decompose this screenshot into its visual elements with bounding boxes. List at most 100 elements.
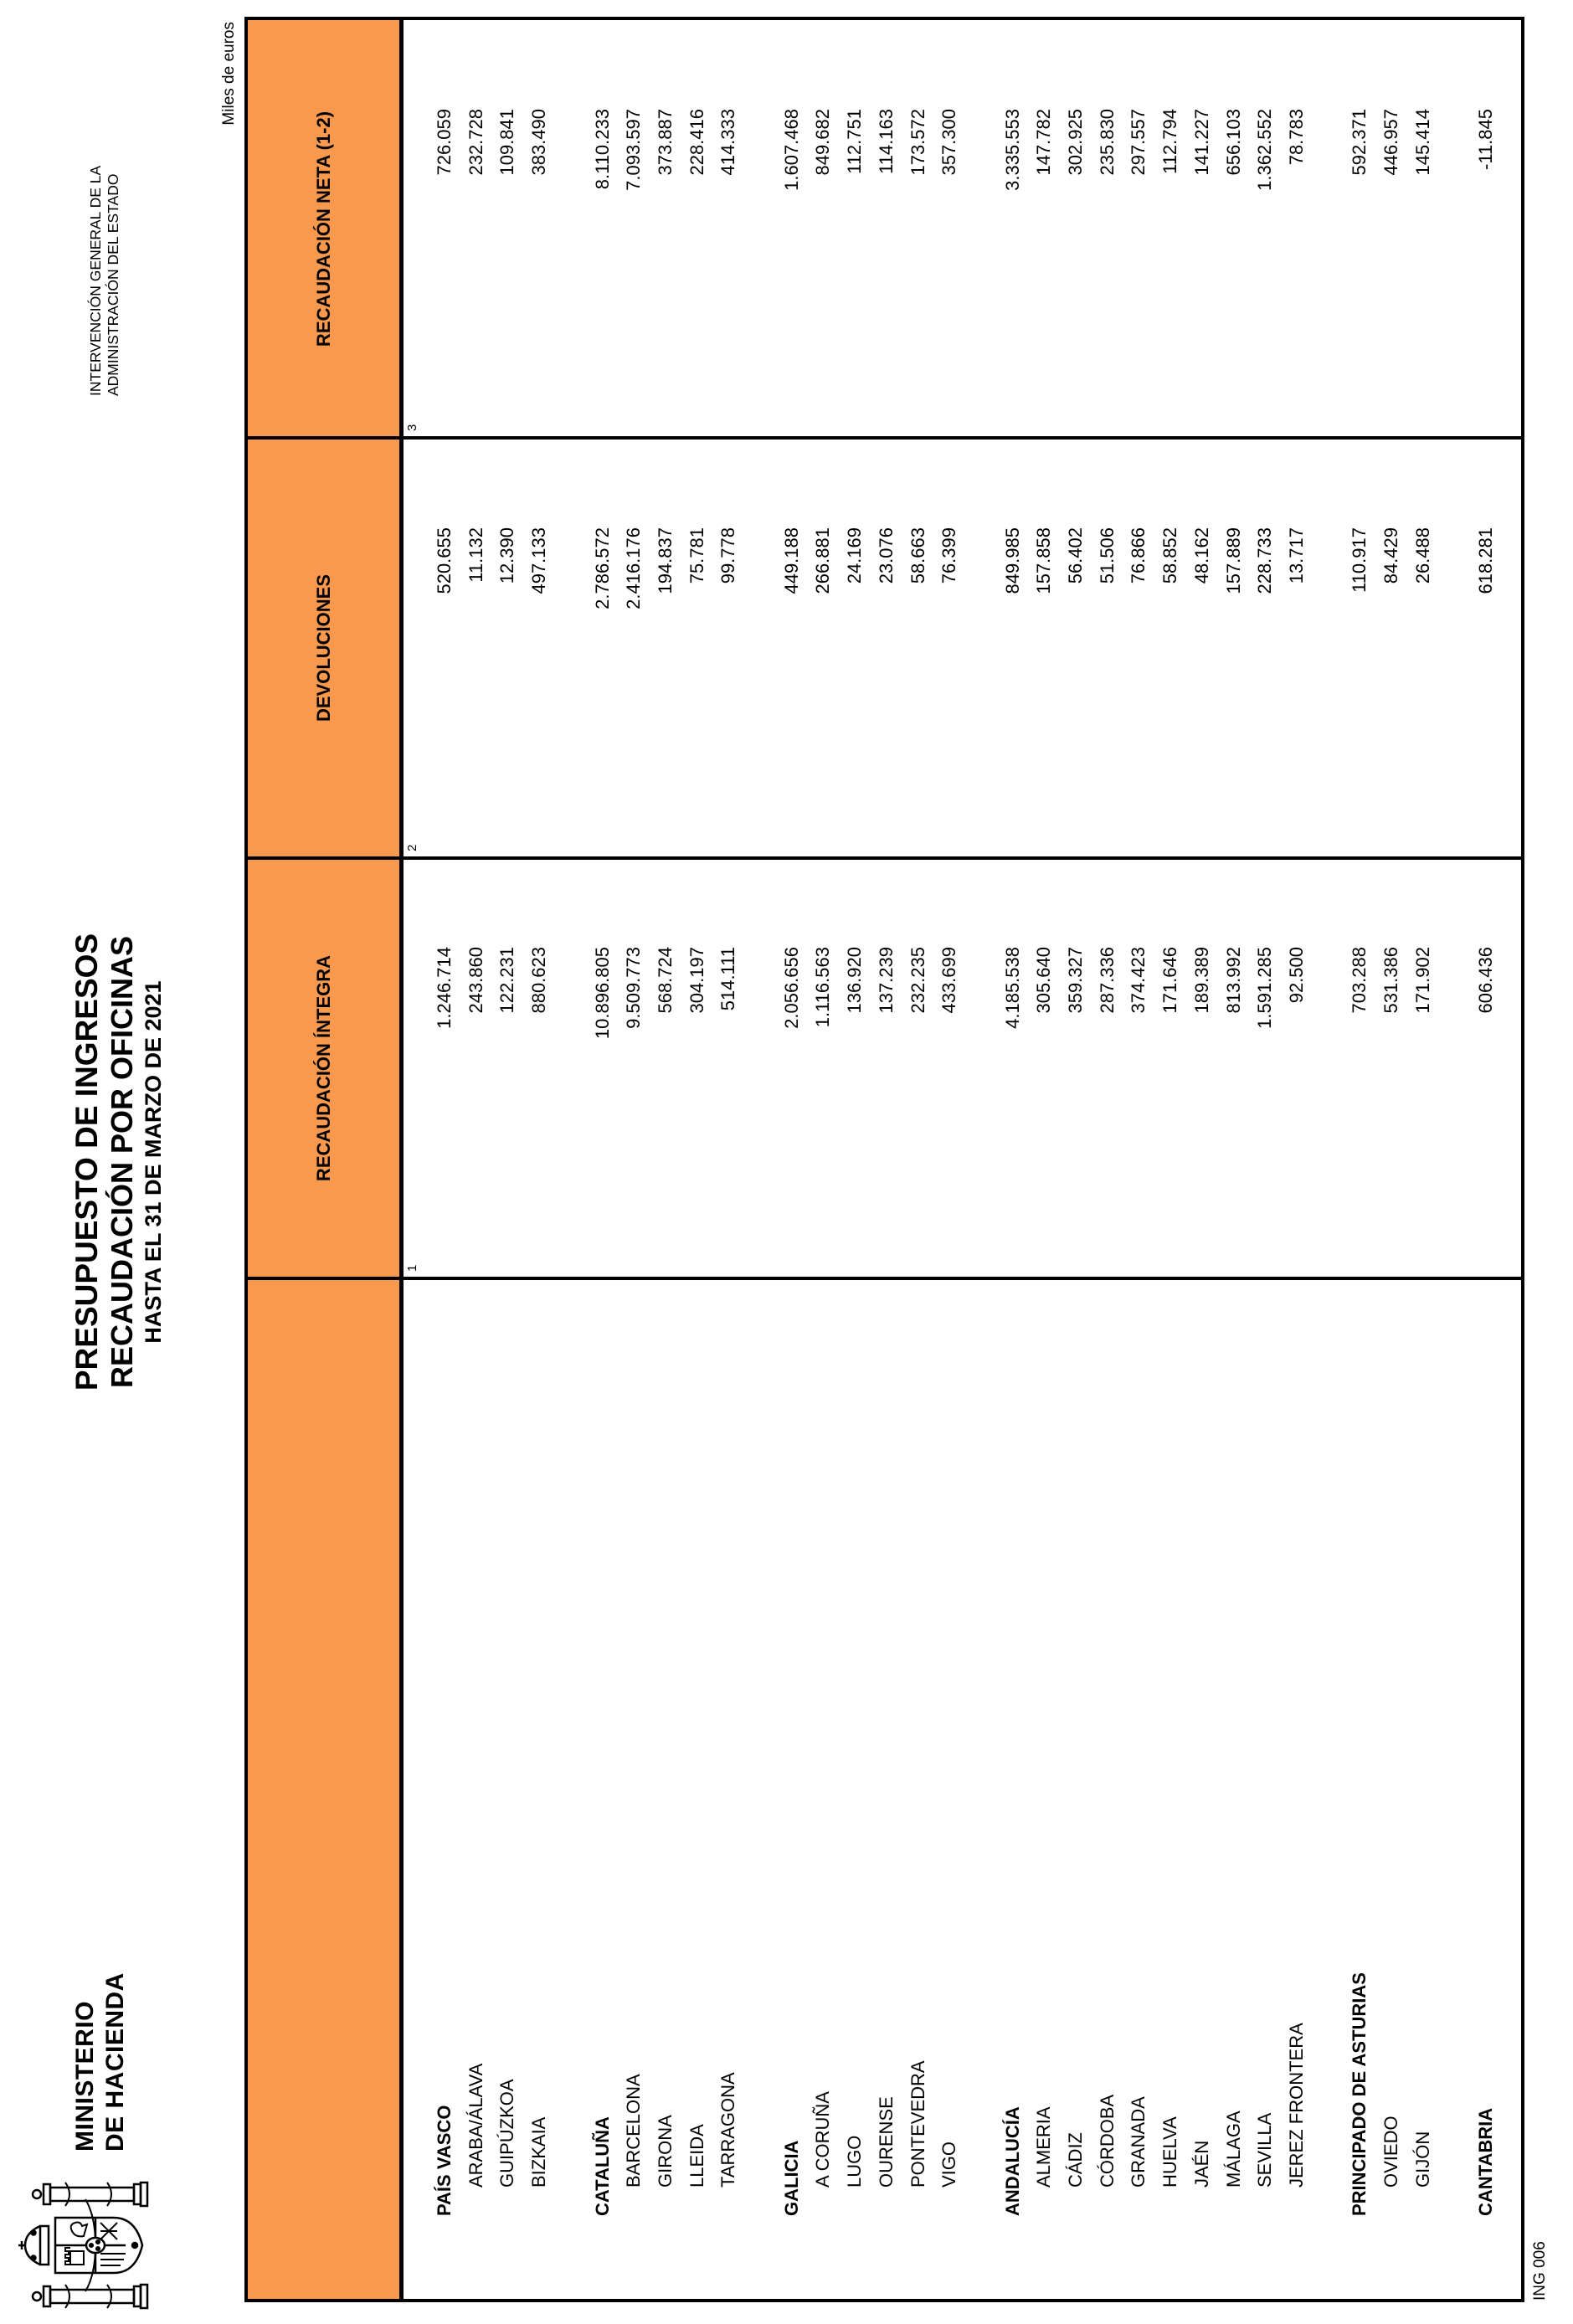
table-row: GRANADA 374.423 76.866 297.557 xyxy=(1123,20,1154,2299)
office-name-cell: OVIEDO xyxy=(1380,2116,1401,2188)
integra-cell: 374.423 xyxy=(1128,947,1149,1014)
integra-cell: 122.231 xyxy=(496,947,518,1014)
integra-cell: 1.246.714 xyxy=(434,947,455,1029)
form-code: ING 006 xyxy=(1531,2241,1549,2301)
ministry-line2: DE HACIENDA xyxy=(101,1972,129,2152)
neta-cell: 446.957 xyxy=(1380,109,1401,176)
integra-cell: 703.288 xyxy=(1349,947,1370,1014)
table-row: ANDALUCÍA 4.185.538 849.985 3.335.553 xyxy=(997,20,1029,2299)
devoluciones-cell: 2.416.176 xyxy=(623,527,645,609)
neta-cell: 3.335.553 xyxy=(1001,109,1023,191)
office-name-cell: PONTEVEDRA xyxy=(907,2060,928,2188)
title-line1: PRESUPUESTO DE INGRESOS xyxy=(69,933,104,1391)
office-name-cell: JEREZ FRONTERA xyxy=(1285,2023,1307,2188)
neta-cell: 414.333 xyxy=(717,109,739,176)
office-name-cell: GIJÓN xyxy=(1411,2131,1433,2188)
table-row: GIRONA 568.724 194.837 373.887 xyxy=(650,20,681,2299)
devoluciones-cell: 2.786.572 xyxy=(591,527,613,609)
neta-cell: 8.110.233 xyxy=(591,109,613,190)
devoluciones-cell: 11.132 xyxy=(465,527,486,583)
neta-cell: 112.751 xyxy=(844,109,866,174)
office-name-cell: MÁLAGA xyxy=(1222,2111,1244,2188)
table-row: JAÉN 189.389 48.162 141.227 xyxy=(1186,20,1218,2299)
office-name-cell: ARABA/ÁLAVA xyxy=(465,2063,486,2188)
column-header-recaudacion-integra: RECAUDACIÓN ÍNTEGRA xyxy=(313,954,334,1182)
neta-cell: 235.830 xyxy=(1096,109,1118,176)
neta-cell: 109.841 xyxy=(496,109,518,176)
neta-cell: 147.782 xyxy=(1033,109,1055,176)
office-name-cell: LUGO xyxy=(844,2135,866,2188)
devoluciones-cell: 24.169 xyxy=(844,527,866,584)
devoluciones-cell: 84.429 xyxy=(1380,527,1401,584)
integra-cell: 514.111 xyxy=(717,947,739,1011)
neta-cell: 357.300 xyxy=(938,109,960,176)
devoluciones-cell: 194.837 xyxy=(654,527,676,594)
office-name-cell: LLEIDA xyxy=(686,2124,707,2188)
office-name-cell: BIZKAIA xyxy=(528,2116,550,2188)
table-row: BARCELONA 9.509.773 2.416.176 7.093.597 xyxy=(618,20,650,2299)
table-header-band: RECAUDACIÓN ÍNTEGRA DEVOLUCIONES RECAUDA… xyxy=(248,20,404,2299)
integra-cell: 433.699 xyxy=(938,947,960,1014)
office-name-cell: GRANADA xyxy=(1128,2096,1149,2188)
issuing-agency: INTERVENCIÓN GENERAL DE LA ADMINISTRACIÓ… xyxy=(87,166,122,396)
table-row: MÁLAGA 813.992 157.889 656.103 xyxy=(1218,20,1250,2299)
integra-cell: 568.724 xyxy=(654,947,676,1014)
devoluciones-cell: 76.399 xyxy=(938,527,960,584)
office-name-cell: ANDALUCÍA xyxy=(1001,2106,1023,2216)
integra-cell: 606.436 xyxy=(1475,947,1497,1014)
table-row: PONTEVEDRA 232.235 58.663 173.572 xyxy=(902,20,934,2299)
devoluciones-cell: 497.133 xyxy=(528,527,550,594)
devoluciones-cell: 99.778 xyxy=(717,527,739,584)
table-row: A CORUÑA 1.116.563 266.881 849.682 xyxy=(807,20,839,2299)
integra-cell: 1.591.285 xyxy=(1254,947,1276,1029)
office-name-cell: GIRONA xyxy=(654,2115,676,2188)
column-number-2: 2 xyxy=(405,844,419,851)
devoluciones-cell: 157.889 xyxy=(1222,527,1244,594)
integra-cell: 171.646 xyxy=(1159,947,1181,1014)
column-header-recaudacion-neta: RECAUDACIÓN NETA (1-2) xyxy=(313,111,334,347)
integra-cell: 10.896.805 xyxy=(591,947,613,1040)
integra-cell: 880.623 xyxy=(528,947,550,1014)
neta-cell: 114.163 xyxy=(875,109,897,174)
table-row: GIJÓN 171.902 26.488 145.414 xyxy=(1407,20,1439,2299)
integra-cell: 287.336 xyxy=(1096,947,1118,1014)
devoluciones-cell: 12.390 xyxy=(496,527,518,584)
units-note: Miles de euros xyxy=(220,22,238,126)
table-row: TARRAGONA 514.111 99.778 414.333 xyxy=(712,20,744,2299)
neta-cell: 145.414 xyxy=(1411,109,1433,176)
devoluciones-cell: 228.733 xyxy=(1254,527,1276,594)
agency-line2: ADMINISTRACIÓN DEL ESTADO xyxy=(105,173,121,396)
table-row: ALMERIA 305.640 157.858 147.782 xyxy=(1028,20,1060,2299)
neta-cell: 228.416 xyxy=(686,109,707,176)
office-name-cell: SEVILLA xyxy=(1254,2112,1276,2188)
ministry-line1: MINISTERIO xyxy=(71,2000,99,2152)
document-title: PRESUPUESTO DE INGRESOS RECAUDACIÓN POR … xyxy=(69,869,167,1455)
neta-cell: 232.728 xyxy=(465,109,486,176)
integra-cell: 4.185.538 xyxy=(1001,947,1023,1029)
neta-cell: 173.572 xyxy=(907,109,928,176)
spain-coat-of-arms-icon xyxy=(18,2181,149,2310)
office-name-cell: GALICIA xyxy=(780,2140,802,2216)
devoluciones-cell: 849.985 xyxy=(1001,527,1023,594)
integra-cell: 136.920 xyxy=(844,947,866,1014)
collection-table: RECAUDACIÓN ÍNTEGRA DEVOLUCIONES RECAUDA… xyxy=(244,17,1524,2302)
devoluciones-cell: 266.881 xyxy=(812,527,834,594)
devoluciones-cell: 23.076 xyxy=(875,527,897,584)
table-row: PRINCIPADO DE ASTURIAS 703.288 110.917 592.… xyxy=(1344,20,1375,2299)
integra-cell: 813.992 xyxy=(1222,947,1244,1014)
integra-cell: 1.116.563 xyxy=(812,947,834,1028)
table-row: PAÍS VASCO 1.246.714 520.655 726.059 xyxy=(429,20,460,2299)
table-row: GUIPÚZKOA 122.231 12.390 109.841 xyxy=(491,20,523,2299)
office-name-cell: HUELVA xyxy=(1159,2116,1181,2188)
table-row: CÓRDOBA 287.336 51.506 235.830 xyxy=(1092,20,1123,2299)
integra-cell: 232.235 xyxy=(907,947,928,1014)
table-row: CÁDIZ 359.327 56.402 302.925 xyxy=(1060,20,1092,2299)
integra-cell: 243.860 xyxy=(465,947,486,1014)
neta-cell: 656.103 xyxy=(1222,109,1244,176)
table-row: LUGO 136.920 24.169 112.751 xyxy=(839,20,871,2299)
office-name-cell: TARRAGONA xyxy=(717,2072,739,2188)
devoluciones-cell: 58.663 xyxy=(907,527,928,584)
table-row: LLEIDA 304.197 75.781 228.416 xyxy=(681,20,713,2299)
devoluciones-cell: 157.858 xyxy=(1033,527,1055,594)
